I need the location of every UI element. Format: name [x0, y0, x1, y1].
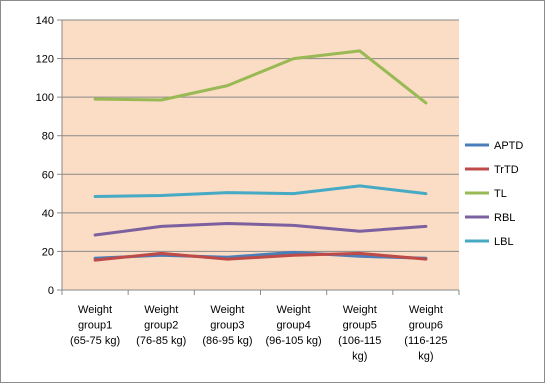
legend-label: APTD [494, 140, 523, 152]
legend-item: LBL [465, 236, 514, 248]
plot-area [62, 20, 459, 290]
y-tick-label: 120 [36, 54, 54, 66]
y-tick-label: 80 [42, 131, 54, 143]
x-tick-label: Weight group3 (86-95 kg) [202, 304, 252, 347]
x-tick-label: Weight group4 (96-105 kg) [265, 304, 321, 347]
gridlines [62, 19, 459, 252]
y-tick-label: 60 [42, 169, 54, 181]
legend-label: TrTD [494, 164, 519, 176]
y-tick-label: 0 [48, 285, 54, 297]
legend-item: APTD [465, 140, 523, 152]
legend-label: LBL [494, 236, 514, 248]
x-tick-label: Weight group1 (65-75 kg) [70, 304, 120, 347]
legend-item: RBL [465, 212, 515, 224]
legend-item: TrTD [465, 164, 519, 176]
y-tick-label: 100 [36, 92, 54, 104]
y-axis-ticks: 0 20 40 60 80 100 120 140 [36, 15, 62, 297]
series-line-trtd [93, 251, 428, 262]
legend-item: TL [465, 188, 507, 200]
legend-label: RBL [494, 212, 515, 224]
x-tick-label: Weight group5 (106-115 kg) [338, 304, 381, 363]
series-line-rbl [93, 222, 428, 237]
x-tick-label: Weight group2 (76-85 kg) [136, 304, 186, 347]
x-axis-ticks: Weight group1 (65-75 kg) Weight group2 (76-85… [61, 290, 460, 363]
legend-label: TL [494, 188, 507, 200]
series-lines [93, 49, 428, 262]
y-tick-label: 20 [42, 246, 54, 258]
series-line-tl [93, 49, 428, 105]
y-tick-label: 140 [36, 15, 54, 27]
y-tick-label: 40 [42, 208, 54, 220]
legend: APTD TrTD TL RBL LBL [465, 140, 523, 248]
x-tick-label: Weight group6 (116-125 kg) [404, 304, 447, 363]
series-line-lbl [93, 184, 428, 198]
